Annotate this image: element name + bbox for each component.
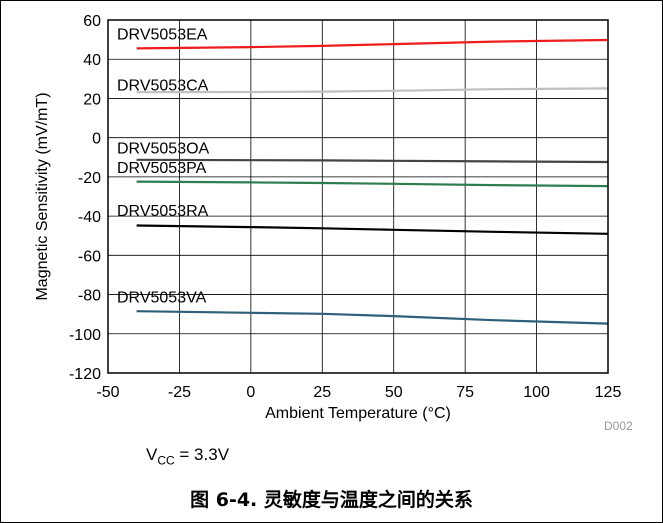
y-tick-label: 0	[92, 131, 101, 148]
y-tick-label: 40	[83, 52, 101, 69]
x-tick-label: 75	[456, 384, 474, 401]
plot-area-border	[107, 19, 609, 374]
series-line-drv5053ea	[136, 38, 609, 50]
x-tick-label: 125	[595, 384, 622, 401]
note-sub: CC	[157, 453, 175, 468]
x-tick-label: 25	[313, 384, 331, 401]
y-tick-label: -80	[78, 288, 101, 305]
sensitivity-vs-temperature-chart: -50 -25 0 25 50 75 100 125 -120 -100 -80 -60 -40 -20 0…	[34, 13, 633, 433]
y-tick-label: 60	[83, 13, 101, 30]
y-tick-label: 20	[83, 91, 101, 108]
series-line-drv5053ra	[136, 224, 609, 235]
series-label-drv5053ra: DRV5053RA	[117, 203, 209, 220]
series-label-drv5053pa: DRV5053PA	[117, 160, 207, 177]
x-tick-label: 50	[385, 384, 403, 401]
y-tick-label: -40	[78, 209, 101, 226]
note-value: = 3.3V	[174, 445, 230, 464]
chart-series-labels: DRV5053EA DRV5053CA DRV5053OA DRV5053PA DRV5…	[117, 27, 210, 307]
x-axis-label: Ambient Temperature (°C)	[265, 405, 451, 422]
series-label-drv5053ca: DRV5053CA	[117, 78, 209, 95]
series-line-drv5053va	[136, 310, 609, 325]
supply-voltage-note: VCC = 3.3V	[146, 445, 229, 467]
y-tick-label: -100	[69, 327, 101, 344]
chart-series	[136, 38, 609, 325]
series-label-drv5053va: DRV5053VA	[117, 290, 207, 307]
figure-id-watermark: D002	[604, 419, 633, 433]
series-label-drv5053oa: DRV5053OA	[117, 140, 210, 157]
series-line-drv5053oa	[136, 158, 609, 164]
x-tick-label: -25	[168, 384, 191, 401]
y-tick-label: -20	[78, 170, 101, 187]
figure-caption: 图 6-4. 灵敏度与温度之间的关系	[190, 489, 473, 511]
series-line-drv5053pa	[136, 180, 609, 188]
x-tick-label: -50	[96, 384, 119, 401]
note-v: V	[146, 445, 158, 464]
y-axis-label: Magnetic Sensitivity (mV/mT)	[34, 92, 51, 300]
series-line-drv5053ca	[136, 87, 609, 94]
chart-tick-labels: -50 -25 0 25 50 75 100 125 -120 -100 -80 -60 -40 -20 0…	[69, 13, 621, 401]
x-tick-label: 100	[523, 384, 550, 401]
x-tick-label: 0	[246, 384, 255, 401]
y-tick-label: -60	[78, 248, 101, 265]
y-tick-label: -120	[69, 366, 101, 383]
series-label-drv5053ea: DRV5053EA	[117, 27, 208, 44]
chart-grid	[107, 19, 609, 374]
